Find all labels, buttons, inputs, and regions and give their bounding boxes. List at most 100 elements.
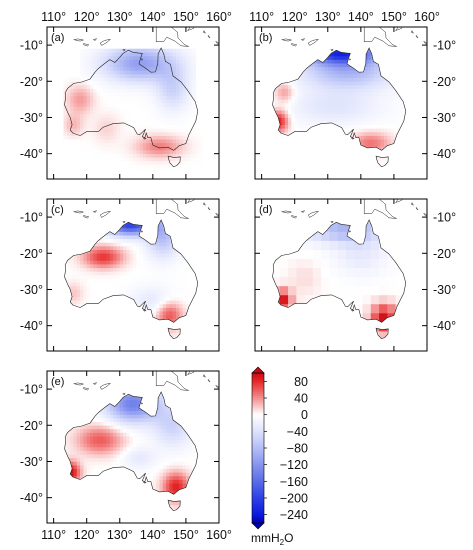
field-cell — [93, 490, 97, 495]
field-cell — [119, 303, 124, 308]
field-cell — [142, 318, 147, 323]
field-cell — [291, 153, 295, 158]
field-cell — [192, 70, 197, 75]
field-cell — [192, 99, 197, 104]
field-cell — [176, 55, 180, 60]
field-cell — [311, 110, 315, 115]
field-cell — [321, 160, 325, 165]
field-cell — [337, 77, 342, 82]
field-cell — [66, 504, 71, 509]
field-cell — [103, 260, 107, 265]
field-cell — [70, 392, 74, 397]
field-cell — [301, 74, 305, 78]
field-cell — [304, 331, 314, 339]
field-cell — [159, 142, 164, 147]
field-cell — [169, 157, 173, 162]
field-cell — [136, 307, 140, 312]
field-cell — [99, 439, 104, 444]
field-cell — [66, 124, 71, 129]
field-cell — [93, 307, 97, 312]
field-cell — [63, 135, 68, 140]
field-cell — [284, 92, 289, 97]
field-cell — [172, 157, 177, 162]
field-cell — [70, 95, 74, 100]
field-cell — [86, 311, 91, 316]
field-cell — [113, 494, 117, 498]
field-cell — [317, 55, 322, 60]
field-cell — [156, 293, 160, 298]
tasmania-coastline — [375, 155, 389, 168]
field-cell — [113, 508, 117, 511]
field-cell — [304, 160, 309, 165]
field-cell — [64, 249, 68, 254]
field-cell — [312, 322, 322, 332]
field-cell — [139, 139, 144, 144]
field-cell — [341, 99, 345, 104]
field-cell — [103, 311, 107, 316]
field-cell — [274, 139, 279, 144]
field-cell — [123, 124, 127, 129]
field-cell — [136, 303, 140, 308]
field-cell — [73, 410, 78, 415]
field-cell — [149, 139, 154, 144]
field-cell — [384, 128, 388, 133]
field-cell — [113, 285, 117, 290]
field-cell — [281, 121, 286, 126]
island-coastline — [186, 199, 195, 204]
field-cell — [133, 282, 137, 287]
field-cell — [182, 84, 187, 89]
field-cell — [166, 235, 170, 240]
field-cell — [367, 84, 372, 89]
field-cell — [169, 55, 173, 60]
field-cell — [384, 117, 388, 122]
field-cell — [291, 48, 295, 53]
field-cell — [185, 249, 190, 254]
field-cell — [393, 63, 398, 68]
field-cell — [400, 142, 405, 147]
field-cell — [86, 494, 91, 498]
field-cell — [374, 164, 378, 167]
field-cell — [83, 418, 87, 422]
field-cell — [90, 278, 94, 283]
field-cell — [367, 150, 372, 154]
field-cell — [70, 275, 74, 279]
field-cell — [106, 139, 111, 144]
field-cell — [93, 472, 97, 477]
field-cell — [149, 153, 154, 158]
field-cell — [278, 139, 282, 144]
field-cell — [123, 242, 127, 247]
field-cell — [73, 282, 78, 287]
field-cell — [106, 285, 111, 290]
field-cell — [159, 160, 164, 165]
field-cell — [113, 113, 117, 118]
field-cell — [106, 483, 111, 488]
field-cell — [331, 81, 335, 86]
field-cell — [109, 77, 114, 82]
field-cell — [169, 318, 173, 323]
field-cell — [344, 146, 348, 151]
field-cell — [64, 436, 68, 441]
field-cell — [80, 95, 84, 100]
field-cell — [334, 135, 338, 140]
field-cell — [73, 322, 78, 326]
field-cell — [99, 457, 104, 462]
field-cell — [314, 81, 319, 86]
panel-frame — [46, 198, 220, 352]
field-cell — [136, 260, 140, 265]
field-cell — [90, 55, 94, 60]
field-cell — [189, 113, 193, 118]
field-cell — [126, 271, 130, 276]
field-cell — [80, 318, 84, 323]
field-cell — [169, 153, 173, 158]
field-cell — [179, 92, 183, 97]
field-cell — [272, 146, 276, 151]
field-cell — [116, 285, 121, 290]
field-cell — [146, 70, 150, 75]
field-cell — [176, 74, 180, 78]
field-cell — [133, 117, 137, 122]
field-cell — [172, 103, 177, 107]
lon-tick-label: 130° — [107, 10, 133, 24]
field-cell — [73, 414, 78, 419]
field-cell — [76, 92, 81, 97]
field-cell — [80, 325, 84, 330]
